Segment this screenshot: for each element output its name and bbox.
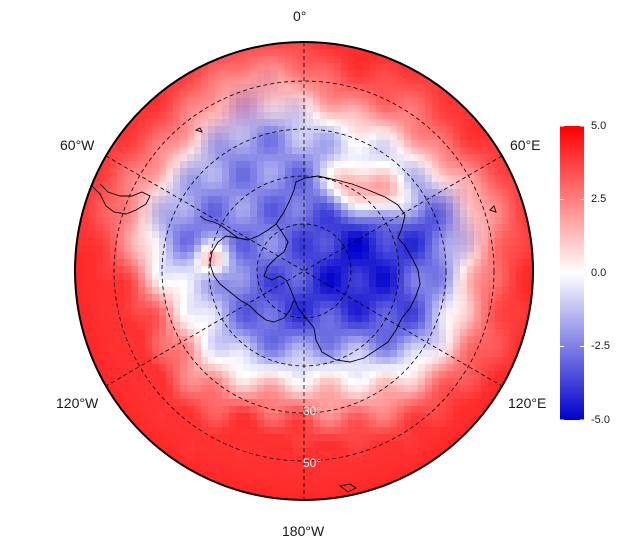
anomaly-cell	[383, 49, 391, 57]
anomaly-cell	[418, 469, 426, 477]
map-boundary	[74, 41, 534, 501]
anomaly-cell	[502, 385, 510, 393]
anomaly-cell	[446, 84, 454, 92]
lat-label-30: 30°	[303, 404, 322, 418]
anomaly-cell	[362, 42, 370, 50]
island-small-2	[489, 205, 497, 213]
anomaly-cell	[509, 161, 517, 169]
anomaly-cell	[173, 70, 181, 78]
anomaly-cell	[82, 350, 90, 358]
anomaly-cell	[523, 196, 531, 204]
anomaly-cell	[495, 399, 503, 407]
graticule	[105, 42, 503, 500]
anomaly-cell	[509, 378, 517, 386]
colorbar	[560, 125, 584, 421]
colorbar-label-zero: 0.0	[591, 267, 607, 279]
anomaly-cell	[208, 483, 216, 491]
south-america-tip	[91, 183, 151, 215]
lon-label-180w: 180°W	[282, 523, 325, 539]
anomaly-cell	[530, 308, 533, 316]
anomaly-cell	[523, 189, 531, 197]
anomaly-cell	[418, 63, 426, 71]
lon-label-120e: 120°E	[508, 395, 547, 411]
anomaly-cell	[103, 140, 111, 148]
lat-label-50: 50°	[303, 456, 322, 470]
anomaly-cell	[124, 112, 132, 120]
anomaly-cell	[110, 406, 118, 414]
anomaly-cell	[222, 490, 230, 498]
anomaly-cell	[411, 476, 419, 484]
meridian-60e-120w	[105, 155, 503, 387]
meridian-60w-120e	[105, 155, 503, 387]
lon-label-120w: 120°W	[56, 395, 99, 411]
colorbar-label-lower: -2.5	[591, 340, 610, 352]
lon-label-60e: 60°E	[510, 137, 541, 153]
anomaly-cell	[530, 224, 533, 232]
lon-label-0: 0°	[293, 8, 307, 24]
anomaly-cell	[89, 371, 97, 379]
anomaly-cell	[369, 42, 377, 50]
anomaly-cell	[215, 49, 223, 57]
anomaly-cell	[159, 455, 167, 463]
anomaly-cell	[432, 462, 440, 470]
anomaly-cell	[348, 497, 356, 500]
anomaly-cell	[439, 77, 447, 85]
peninsula-tip	[199, 215, 239, 239]
anomaly-cell	[250, 497, 258, 500]
anomaly-cell	[502, 147, 510, 155]
anomaly-cell	[355, 497, 363, 500]
anomaly-cell	[460, 441, 468, 449]
anomaly-cell	[488, 126, 496, 134]
anomaly-cell	[257, 497, 265, 500]
anomaly-cell	[82, 182, 90, 190]
colorbar-label-max: 5.0	[591, 120, 607, 132]
lat-circle-50	[113, 80, 495, 462]
anomaly-cell	[138, 98, 146, 106]
anomaly-cell	[180, 469, 188, 477]
anomaly-cell	[390, 483, 398, 491]
anomaly-cell	[481, 119, 489, 127]
anomaly-cell	[474, 427, 482, 435]
anomaly-cell	[145, 91, 153, 99]
anomaly-cell	[516, 175, 524, 183]
anomaly-cell	[131, 105, 139, 113]
anomaly-cell	[75, 203, 83, 211]
anomaly-cell	[75, 336, 83, 344]
anomaly-cell	[523, 343, 531, 351]
anomaly-cell	[236, 42, 244, 50]
island-small-1	[194, 127, 203, 133]
anomaly-cell	[117, 413, 125, 421]
anomaly-cell	[467, 434, 475, 442]
anomaly-cell	[341, 497, 349, 500]
antarctica-coast	[263, 175, 421, 363]
antarctic-peninsula-coast	[209, 223, 295, 323]
anomaly-cell	[404, 56, 412, 64]
anomaly-cell	[229, 490, 237, 498]
anomaly-cell	[75, 329, 83, 337]
colorbar-label-upper: 2.5	[591, 193, 607, 205]
coastlines	[91, 127, 497, 493]
anomaly-cell	[530, 217, 533, 225]
anomaly-cell	[96, 385, 104, 393]
anomaly-cell	[152, 448, 160, 456]
sub-antarctic-islands	[338, 483, 357, 493]
anomaly-cell	[194, 476, 202, 484]
colorbar-label-min: -5.0	[591, 414, 610, 426]
anomaly-cell	[516, 357, 524, 365]
lon-label-60w: 60°W	[60, 137, 95, 153]
anomaly-cell	[530, 315, 533, 323]
anomaly-cell	[376, 490, 384, 498]
anomaly-cell	[530, 322, 533, 330]
